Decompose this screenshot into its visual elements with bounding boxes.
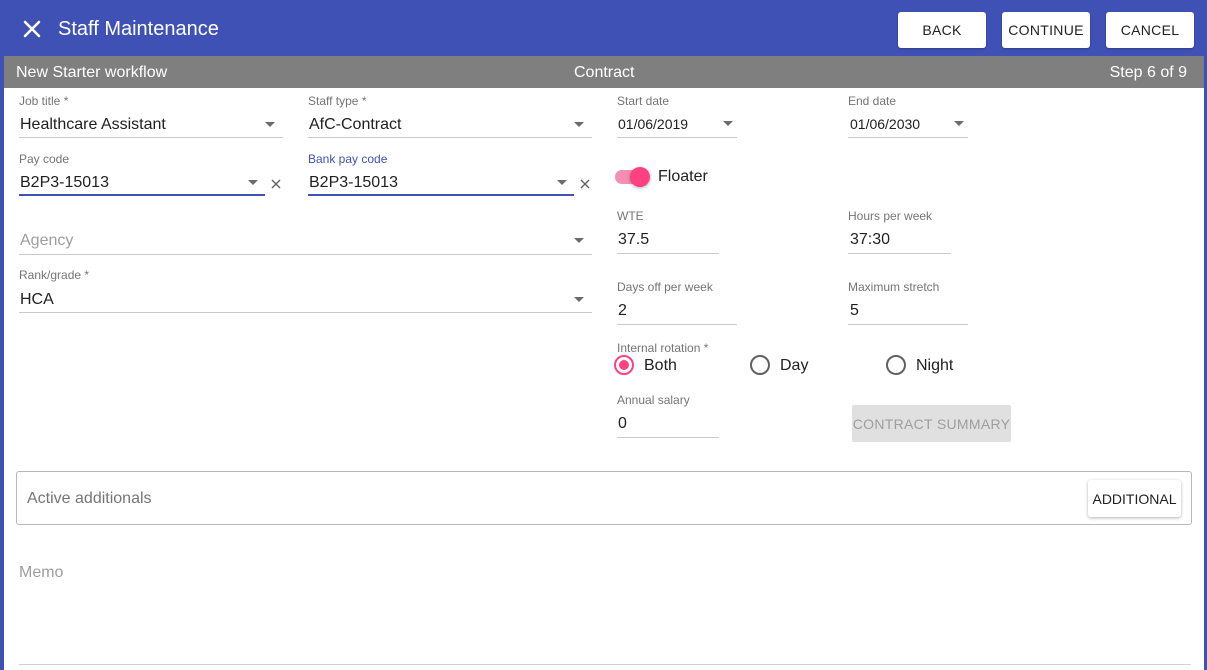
- staff-type-underline: [308, 137, 592, 138]
- app-bar: Staff Maintenance BACK CONTINUE CANCEL: [4, 3, 1204, 56]
- job-title-dropdown-icon[interactable]: [265, 122, 275, 127]
- rank-grade-underline: [19, 312, 592, 313]
- rotation-night-label: Night: [916, 357, 954, 374]
- pay-code-underline: [19, 194, 265, 196]
- bank-pay-code-select[interactable]: B2P3-15013: [309, 174, 398, 191]
- end-date-underline: [848, 137, 968, 138]
- rank-grade-label: Rank/grade *: [19, 268, 90, 282]
- start-date-field[interactable]: 01/06/2019: [618, 116, 689, 132]
- bank-pay-code-underline: [308, 194, 574, 196]
- staff-type-select[interactable]: AfC-Contract: [309, 116, 402, 133]
- step-indicator: Step 6 of 9: [1109, 64, 1187, 81]
- start-date-label: Start date: [617, 94, 670, 108]
- toggle-thumb: [630, 167, 650, 187]
- rotation-night-radio[interactable]: [886, 355, 906, 375]
- memo-textarea[interactable]: Memo: [19, 564, 64, 581]
- wte-input[interactable]: 37.5: [618, 231, 650, 248]
- job-title-label: Job title *: [19, 94, 69, 108]
- days-off-input[interactable]: 2: [618, 302, 627, 319]
- cancel-button[interactable]: CANCEL: [1106, 12, 1194, 48]
- bank-pay-code-dropdown-icon[interactable]: [557, 180, 567, 185]
- workflow-bar: New Starter workflow Contract Step 6 of …: [4, 56, 1204, 88]
- active-additionals-title: Active additionals: [27, 490, 152, 507]
- back-button[interactable]: BACK: [898, 12, 986, 48]
- rotation-day-radio[interactable]: [750, 355, 770, 375]
- start-date-underline: [617, 137, 737, 138]
- start-date-dropdown-icon[interactable]: [723, 121, 733, 126]
- agency-underline: [19, 254, 592, 255]
- job-title-underline: [19, 137, 283, 138]
- internal-rotation-label: Internal rotation *: [617, 341, 709, 355]
- rank-grade-dropdown-icon[interactable]: [574, 297, 584, 302]
- active-additionals-panel: Active additionals ADDITIONAL: [16, 471, 1192, 525]
- pay-code-dropdown-icon[interactable]: [248, 180, 258, 185]
- rotation-both-label: Both: [644, 357, 677, 374]
- hours-per-week-input[interactable]: 37:30: [850, 231, 891, 248]
- additional-button[interactable]: ADDITIONAL: [1088, 480, 1181, 517]
- annual-salary-underline: [617, 437, 719, 438]
- continue-button[interactable]: CONTINUE: [1002, 12, 1090, 48]
- pay-code-label: Pay code: [19, 152, 70, 166]
- staff-type-label: Staff type *: [308, 94, 367, 108]
- step-title: Contract: [574, 64, 635, 81]
- end-date-field[interactable]: 01/06/2030: [850, 116, 921, 132]
- memo-underline: [19, 664, 1191, 665]
- rotation-both-radio[interactable]: [614, 355, 634, 375]
- pay-code-clear-icon[interactable]: [271, 176, 281, 189]
- staff-type-dropdown-icon[interactable]: [574, 122, 584, 127]
- job-title-select[interactable]: Healthcare Assistant: [20, 116, 166, 133]
- floater-toggle[interactable]: [614, 167, 652, 187]
- close-icon[interactable]: [20, 17, 44, 41]
- days-off-label: Days off per week: [617, 280, 713, 294]
- agency-dropdown-icon[interactable]: [574, 238, 584, 243]
- contract-summary-button[interactable]: CONTRACT SUMMARY: [852, 405, 1011, 442]
- days-off-underline: [617, 324, 737, 325]
- end-date-label: End date: [848, 94, 897, 108]
- max-stretch-underline: [848, 324, 968, 325]
- hours-per-week-underline: [848, 253, 951, 254]
- page-title: Staff Maintenance: [58, 18, 219, 40]
- rotation-day-label: Day: [780, 357, 809, 374]
- hours-per-week-label: Hours per week: [848, 209, 933, 223]
- bank-pay-code-clear-icon[interactable]: [580, 176, 590, 189]
- wte-underline: [617, 253, 719, 254]
- agency-select[interactable]: Agency: [20, 232, 74, 249]
- pay-code-select[interactable]: B2P3-15013: [20, 174, 109, 191]
- bank-pay-code-label: Bank pay code: [308, 152, 388, 166]
- annual-salary-input[interactable]: 0: [618, 415, 627, 432]
- end-date-dropdown-icon[interactable]: [954, 121, 964, 126]
- max-stretch-input[interactable]: 5: [850, 302, 859, 319]
- floater-label: Floater: [658, 168, 708, 185]
- annual-salary-label: Annual salary: [617, 393, 690, 407]
- workflow-name: New Starter workflow: [16, 64, 168, 81]
- max-stretch-label: Maximum stretch: [848, 280, 940, 294]
- wte-label: WTE: [617, 209, 644, 223]
- rank-grade-select[interactable]: HCA: [20, 291, 54, 308]
